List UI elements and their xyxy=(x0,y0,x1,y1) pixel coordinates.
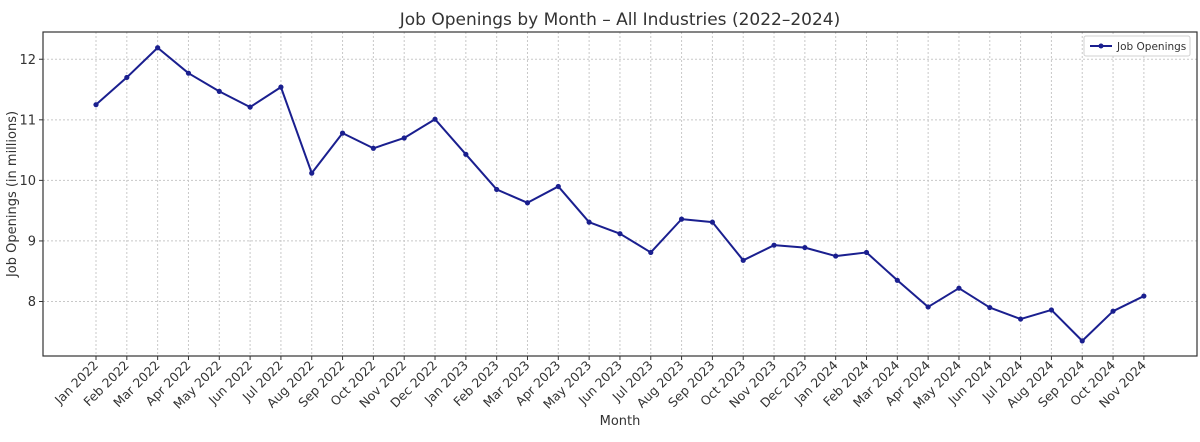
data-point xyxy=(247,104,253,110)
y-tick-label: 10 xyxy=(19,174,36,189)
data-point xyxy=(1079,338,1085,344)
legend-marker xyxy=(1098,43,1104,49)
data-point xyxy=(432,116,438,122)
data-point xyxy=(555,183,561,190)
data-point xyxy=(278,84,284,90)
data-point xyxy=(863,249,870,256)
data-point xyxy=(740,257,746,263)
data-point xyxy=(463,151,469,157)
data-point xyxy=(586,219,592,225)
data-point xyxy=(339,130,346,136)
data-point xyxy=(678,216,685,222)
data-point xyxy=(524,200,531,206)
data-point xyxy=(216,88,222,94)
data-point xyxy=(1048,307,1055,313)
data-point xyxy=(709,219,716,225)
legend-label-job-openings: Job Openings xyxy=(1116,41,1186,53)
y-tick-label: 12 xyxy=(19,53,36,68)
legend-box xyxy=(1083,35,1191,57)
y-tick-label: 11 xyxy=(19,113,36,128)
legend: Job Openings xyxy=(1083,35,1191,57)
y-axis-ticks: 8 9 10 11 12 xyxy=(19,53,43,310)
data-point xyxy=(309,170,315,176)
data-point xyxy=(370,145,376,151)
data-point xyxy=(1018,316,1024,322)
data-point xyxy=(648,249,654,256)
x-axis-label: Month xyxy=(600,414,641,429)
data-point xyxy=(494,186,500,193)
data-point xyxy=(401,135,407,141)
y-tick-label: 9 xyxy=(28,234,36,249)
data-point xyxy=(833,253,839,259)
data-point xyxy=(155,45,161,51)
data-point xyxy=(925,304,931,310)
grid-lines xyxy=(43,32,1197,356)
data-point xyxy=(894,277,900,283)
data-point xyxy=(987,304,993,311)
data-point xyxy=(617,231,623,237)
data-point xyxy=(1110,308,1116,314)
data-point xyxy=(185,70,192,76)
chart-title: Job Openings by Month – All Industries (… xyxy=(399,10,841,30)
y-axis-label: Job Openings (in millions) xyxy=(5,111,20,278)
data-point xyxy=(771,242,777,248)
data-point xyxy=(93,102,99,108)
y-tick-label: 8 xyxy=(28,295,36,310)
data-point xyxy=(802,244,808,251)
data-point xyxy=(124,74,130,81)
data-point xyxy=(1141,293,1147,299)
data-point xyxy=(956,285,962,291)
series-job-openings xyxy=(93,45,1147,344)
